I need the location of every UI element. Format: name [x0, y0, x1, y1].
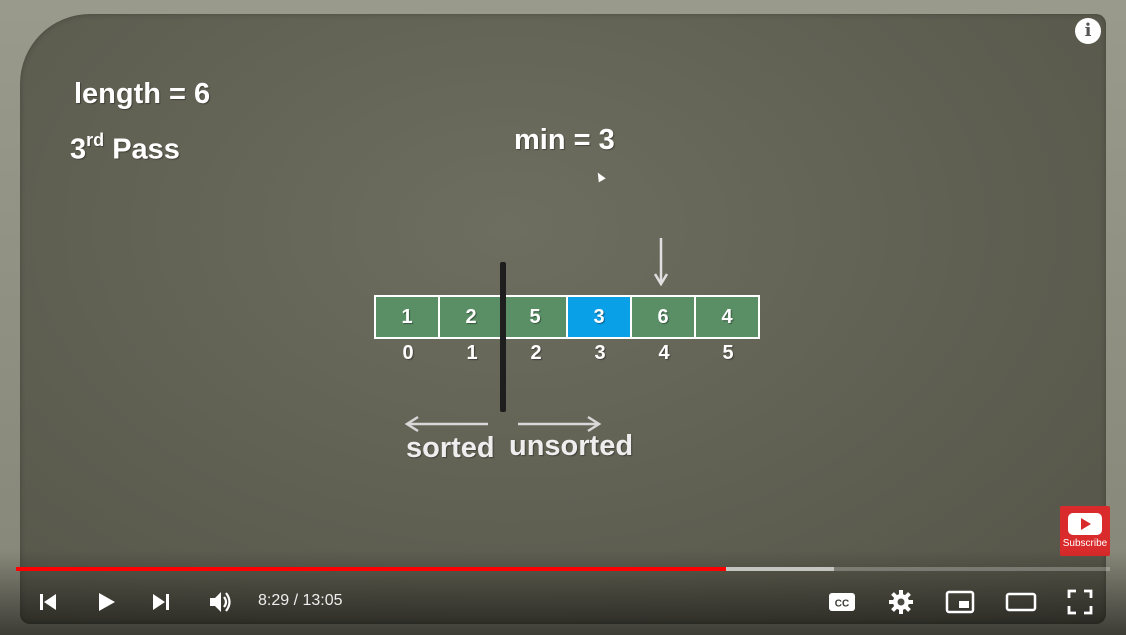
- array-cell: 1: [376, 297, 440, 337]
- array-cell: 2: [440, 297, 504, 337]
- next-icon: [153, 594, 169, 610]
- array-indexes: 0 1 2 3 4 5: [376, 342, 760, 365]
- miniplayer-icon: [945, 590, 975, 614]
- fullscreen-button[interactable]: [1064, 586, 1096, 618]
- min-label: min = 3: [514, 124, 615, 156]
- previous-icon: [40, 594, 56, 610]
- array-index: 2: [530, 342, 542, 364]
- array-index: 0: [402, 342, 414, 364]
- sorted-divider: [500, 262, 506, 412]
- volume-button[interactable]: [204, 586, 236, 618]
- captions-button[interactable]: CC: [826, 586, 858, 618]
- array-cell: 4: [696, 297, 758, 337]
- settings-icon: [889, 590, 913, 614]
- array-index: 3: [594, 342, 606, 364]
- array-boxes: 1 2 5 3 6 4: [374, 295, 760, 339]
- length-label: length = 6: [74, 78, 211, 110]
- pass-suffix: rd: [86, 130, 105, 150]
- theater-mode-button[interactable]: [1005, 586, 1037, 618]
- settings-button[interactable]: [885, 586, 917, 618]
- right-arrow-icon: [518, 415, 602, 433]
- pass-text: Pass: [112, 133, 180, 166]
- array-cell-highlighted: 3: [568, 297, 632, 337]
- fullscreen-icon: [1067, 589, 1093, 615]
- captions-icon: CC: [829, 593, 855, 611]
- youtube-play-icon: [1068, 513, 1102, 535]
- progress-bar[interactable]: [16, 567, 1110, 571]
- array-cell: 5: [504, 297, 568, 337]
- left-arrow-icon: [404, 415, 488, 433]
- previous-button[interactable]: [32, 586, 64, 618]
- play-button[interactable]: [90, 586, 122, 618]
- controls-gradient: [0, 550, 1126, 635]
- array-index: 1: [466, 342, 478, 364]
- subscribe-label: Subscribe: [1062, 538, 1108, 549]
- array-index: 5: [722, 342, 734, 364]
- info-icon[interactable]: i: [1075, 18, 1101, 44]
- unsorted-label: unsorted: [509, 430, 634, 462]
- array-cell: 6: [632, 297, 696, 337]
- down-arrow-icon: [654, 238, 668, 286]
- next-button[interactable]: [145, 586, 177, 618]
- miniplayer-button[interactable]: [944, 586, 976, 618]
- theater-icon: [1005, 592, 1037, 612]
- time-display: 8:29 / 13:05: [258, 592, 343, 609]
- volume-icon: [210, 592, 231, 612]
- play-icon: [99, 593, 115, 611]
- pass-label: 3rd Pass: [70, 130, 180, 167]
- pass-number: 3: [70, 133, 87, 166]
- array-index: 4: [658, 342, 670, 364]
- svg-text:CC: CC: [835, 599, 849, 610]
- subscribe-button[interactable]: Subscribe: [1060, 506, 1110, 556]
- sorted-label: sorted: [406, 432, 495, 464]
- played-bar: [16, 567, 726, 571]
